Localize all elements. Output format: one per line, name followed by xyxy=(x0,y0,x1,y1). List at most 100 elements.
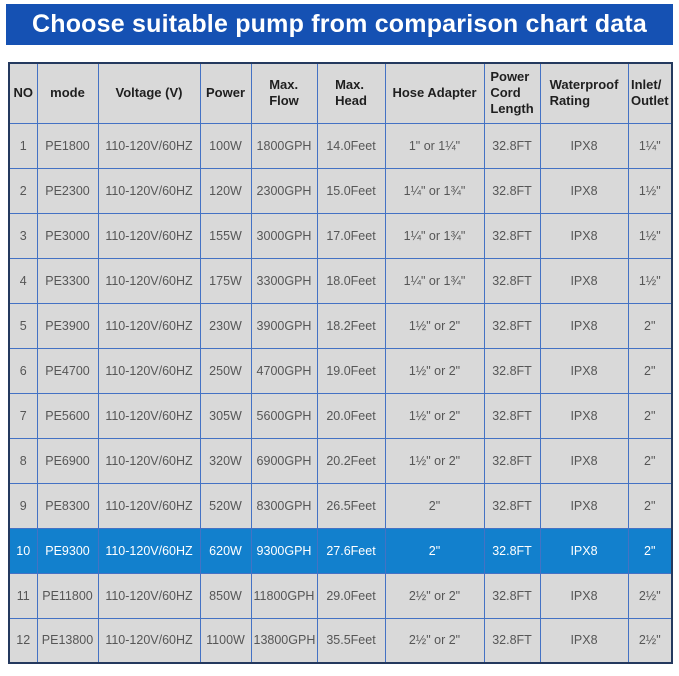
table-cell: 20.2Feet xyxy=(316,437,386,484)
table-cell: IPX8 xyxy=(539,212,629,259)
page-title: Choose suitable pump from comparison cha… xyxy=(31,10,648,38)
column-header-label: Hose Adapter xyxy=(392,85,477,101)
table-cell: 2½" xyxy=(627,572,673,619)
table-cell: 2" xyxy=(627,347,673,394)
table-row: 10 PE9300 110-120V/60HZ 620W 9300GPH 27.6Feet… xyxy=(8,527,673,574)
table-cell: 32.8FT xyxy=(483,482,541,529)
table-cell: 110-120V/60HZ xyxy=(97,617,201,664)
table-cell: IPX8 xyxy=(539,527,629,574)
table-cell: PE2300 xyxy=(36,167,99,214)
table-cell: 320W xyxy=(199,437,252,484)
table-cell: 32.8FT xyxy=(483,572,541,619)
column-header-label: Power xyxy=(205,85,245,101)
table-cell: IPX8 xyxy=(539,167,629,214)
table-cell: 230W xyxy=(199,302,252,349)
table-cell: PE5600 xyxy=(36,392,99,439)
table-cell: 2" xyxy=(627,302,673,349)
table-cell: 1½" xyxy=(627,257,673,304)
table-cell: 2" xyxy=(627,482,673,529)
table-cell: 620W xyxy=(199,527,252,574)
table-cell: 32.8FT xyxy=(483,212,541,259)
column-header: Waterproof Rating xyxy=(539,62,629,124)
table-cell: IPX8 xyxy=(539,302,629,349)
table-cell: 1½" or 2" xyxy=(384,302,485,349)
table-cell: 32.8FT xyxy=(483,257,541,304)
table-cell: 2300GPH xyxy=(250,167,318,214)
table-cell: 8300GPH xyxy=(250,482,318,529)
table-cell: 26.5Feet xyxy=(316,482,386,529)
table-cell: 1½" xyxy=(627,167,673,214)
table-cell: 1 xyxy=(8,122,38,169)
table-cell: 4700GPH xyxy=(250,347,318,394)
table-cell: IPX8 xyxy=(539,617,629,664)
column-header: Hose Adapter xyxy=(384,62,485,124)
table-cell: PE9300 xyxy=(36,527,99,574)
table-cell: 2½" or 2" xyxy=(384,572,485,619)
column-header-label: Power Cord Length xyxy=(490,68,534,117)
table-row: 8 PE6900 110-120V/60HZ 320W 6900GPH 20.2Feet 1… xyxy=(8,437,673,484)
table-cell: 1100W xyxy=(199,617,252,664)
table-cell: IPX8 xyxy=(539,482,629,529)
table-cell: 110-120V/60HZ xyxy=(97,347,201,394)
column-header: Max. Head xyxy=(316,62,386,124)
table-cell: 1½" or 2" xyxy=(384,437,485,484)
table-cell: 10 xyxy=(8,527,38,574)
table-cell: 14.0Feet xyxy=(316,122,386,169)
table-cell: 1¼" or 1¾" xyxy=(384,167,485,214)
table-cell: 8 xyxy=(8,437,38,484)
table-cell: PE11800 xyxy=(36,572,99,619)
table-cell: IPX8 xyxy=(539,392,629,439)
table-cell: 15.0Feet xyxy=(316,167,386,214)
table-cell: IPX8 xyxy=(539,122,629,169)
column-header: Inlet/ Outlet xyxy=(627,62,673,124)
column-header: Power Cord Length xyxy=(483,62,541,124)
table-cell: 250W xyxy=(199,347,252,394)
table-cell: 1¼" or 1¾" xyxy=(384,257,485,304)
table-cell: 110-120V/60HZ xyxy=(97,482,201,529)
table-cell: 11 xyxy=(8,572,38,619)
table-cell: 2" xyxy=(627,527,673,574)
table-cell: 2" xyxy=(627,437,673,484)
table-row: 11 PE11800 110-120V/60HZ 850W 11800GPH 29.0Fe… xyxy=(8,572,673,619)
table-cell: 35.5Feet xyxy=(316,617,386,664)
table-cell: 2 xyxy=(8,167,38,214)
table-cell: 2" xyxy=(384,482,485,529)
table-cell: 27.6Feet xyxy=(316,527,386,574)
column-header-label: NO xyxy=(13,85,34,101)
table-row: 7 PE5600 110-120V/60HZ 305W 5600GPH 20.0Feet 1… xyxy=(8,392,673,439)
table-cell: PE3300 xyxy=(36,257,99,304)
table-cell: 19.0Feet xyxy=(316,347,386,394)
table-row: 5 PE3900 110-120V/60HZ 230W 3900GPH 18.2Feet 1… xyxy=(8,302,673,349)
table-cell: 110-120V/60HZ xyxy=(97,122,201,169)
table-cell: IPX8 xyxy=(539,257,629,304)
table-cell: 2½" xyxy=(627,617,673,664)
table-cell: PE13800 xyxy=(36,617,99,664)
table-cell: 18.2Feet xyxy=(316,302,386,349)
table-cell: 305W xyxy=(199,392,252,439)
table-cell: 12 xyxy=(8,617,38,664)
table-cell: 6900GPH xyxy=(250,437,318,484)
table-cell: 32.8FT xyxy=(483,302,541,349)
table-cell: PE8300 xyxy=(36,482,99,529)
table-cell: 120W xyxy=(199,167,252,214)
page-title-banner: Choose suitable pump from comparison cha… xyxy=(6,4,673,45)
table-cell: 9300GPH xyxy=(250,527,318,574)
table-cell: 100W xyxy=(199,122,252,169)
table-cell: 110-120V/60HZ xyxy=(97,392,201,439)
table-cell: 29.0Feet xyxy=(316,572,386,619)
table-cell: 17.0Feet xyxy=(316,212,386,259)
table-cell: 1¼" or 1¾" xyxy=(384,212,485,259)
table-cell: IPX8 xyxy=(539,572,629,619)
table-cell: 520W xyxy=(199,482,252,529)
column-header-label: Max. Flow xyxy=(269,77,299,109)
table-cell: PE3000 xyxy=(36,212,99,259)
table-cell: 110-120V/60HZ xyxy=(97,167,201,214)
table-row: 1 PE1800 110-120V/60HZ 100W 1800GPH 14.0Feet 1… xyxy=(8,122,673,169)
column-header-label: Waterproof Rating xyxy=(549,77,619,109)
column-header: Voltage (V) xyxy=(97,62,201,124)
table-cell: PE6900 xyxy=(36,437,99,484)
table-cell: 32.8FT xyxy=(483,527,541,574)
table-cell: 1¼" xyxy=(627,122,673,169)
column-header: NO xyxy=(8,62,38,124)
table-cell: 1½" or 2" xyxy=(384,347,485,394)
